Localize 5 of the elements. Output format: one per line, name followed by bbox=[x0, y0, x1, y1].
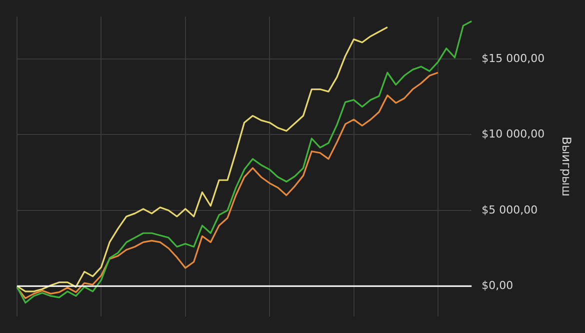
y-tick-label: $10 000,00 bbox=[482, 128, 545, 141]
y-tick-label: $5 000,00 bbox=[482, 203, 538, 216]
y-tick-label: $0,00 bbox=[482, 278, 514, 292]
y-axis-title: Выигрыш bbox=[560, 136, 574, 196]
y-tick-label: $15 000,00 bbox=[482, 52, 545, 65]
